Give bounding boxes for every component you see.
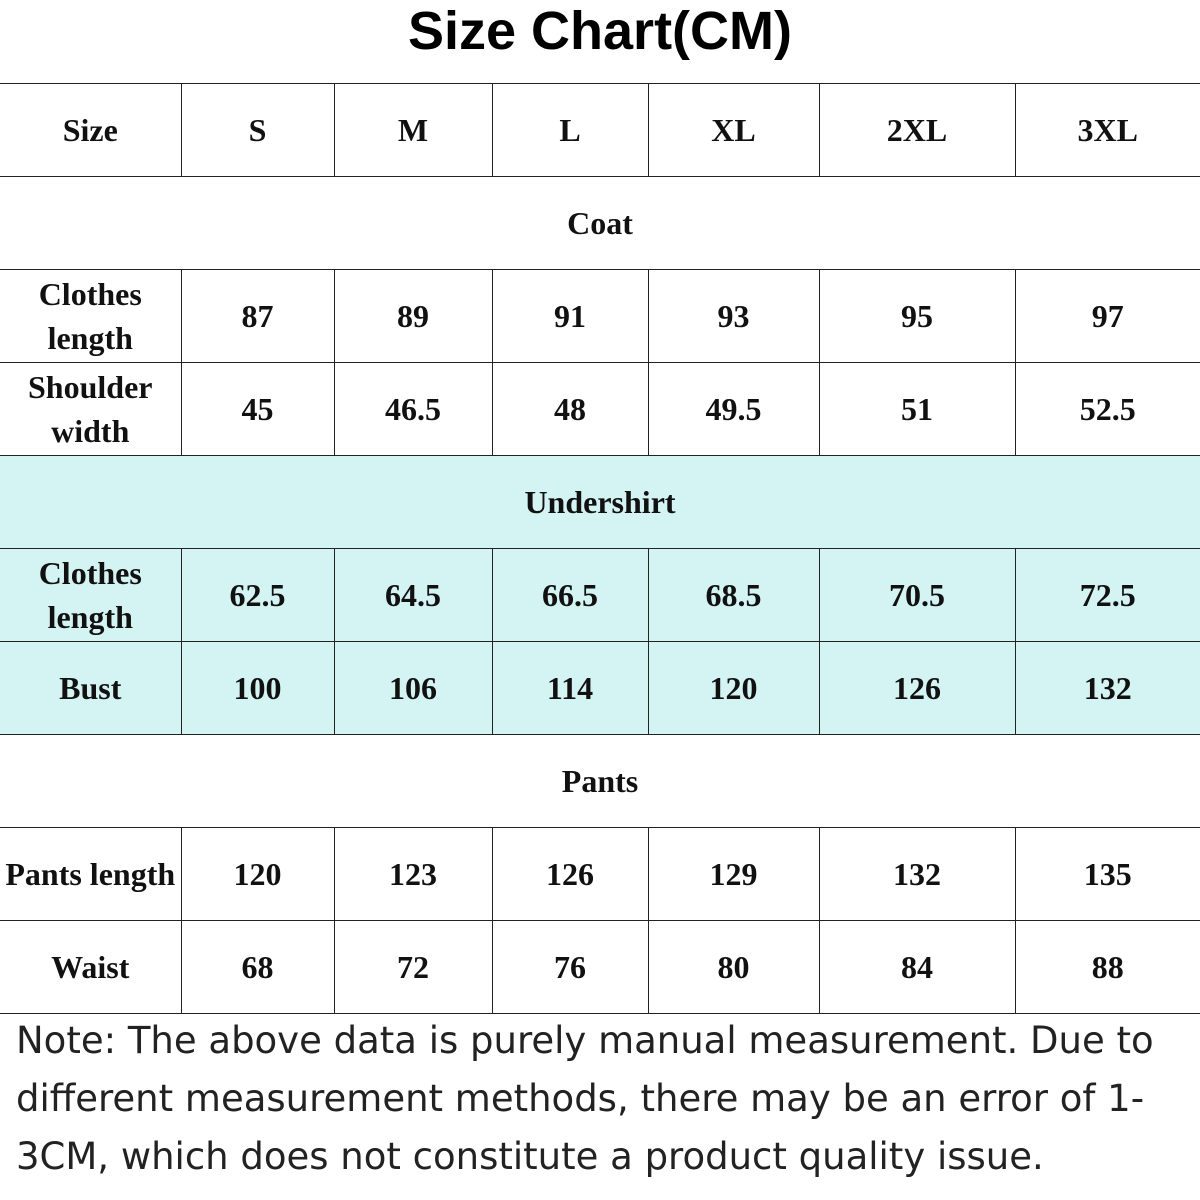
value-cell: 126 <box>818 641 1016 735</box>
value-cell: 68 <box>180 920 335 1014</box>
value-cell: 49.5 <box>647 362 820 456</box>
value-cell: 66.5 <box>491 548 649 642</box>
header-cell: L <box>491 83 649 177</box>
value-cell: 70.5 <box>818 548 1016 642</box>
header-cell: 3XL <box>1014 83 1200 177</box>
value-cell: 114 <box>491 641 649 735</box>
header-cell: XL <box>647 83 820 177</box>
value-cell: 93 <box>647 269 820 363</box>
section-row: Pants <box>0 734 1200 828</box>
value-cell: 76 <box>491 920 649 1014</box>
value-cell: 84 <box>818 920 1016 1014</box>
data-row: Waist 68 72 76 80 84 88 <box>0 920 1200 1014</box>
header-cell: Size <box>0 83 182 177</box>
value-cell: 120 <box>180 827 335 921</box>
data-row: Pants length 120 123 126 129 132 135 <box>0 827 1200 921</box>
note: Note: The above data is purely manual me… <box>16 1019 1154 1178</box>
section-row: Coat <box>0 176 1200 270</box>
value-cell: 132 <box>818 827 1016 921</box>
header-row: Size S M L XL 2XL 3XL <box>0 83 1200 177</box>
value-cell: 46.5 <box>333 362 493 456</box>
data-row: Clothes length 87 89 91 93 95 97 <box>0 269 1200 363</box>
table-body: Size S M L XL 2XL 3XL Coat Clothes length 87 89 91 9… <box>0 83 1200 1014</box>
value-cell: 87 <box>180 269 335 363</box>
title: Size Chart(CM) <box>407 1 792 61</box>
row-label: Waist <box>0 920 182 1014</box>
value-cell: 45 <box>180 362 335 456</box>
value-cell: 126 <box>491 827 649 921</box>
row-label: Clothes length <box>0 269 182 363</box>
value-cell: 135 <box>1014 827 1200 921</box>
size-table: Size S M L XL 2XL 3XL Coat Clothes length 87 89 91 9… <box>0 83 1200 1014</box>
data-row: Shoulder width 45 46.5 48 49.5 51 52.5 <box>0 362 1200 456</box>
value-cell: 132 <box>1014 641 1200 735</box>
header-cell: M <box>333 83 493 177</box>
value-cell: 95 <box>818 269 1016 363</box>
value-cell: 88 <box>1014 920 1200 1014</box>
data-row: Clothes length 62.5 64.5 66.5 68.5 70.5 72.5 <box>0 548 1200 642</box>
value-cell: 48 <box>491 362 649 456</box>
row-label: Bust <box>0 641 182 735</box>
value-cell: 62.5 <box>180 548 335 642</box>
data-row: Bust 100 106 114 120 126 132 <box>0 641 1200 735</box>
value-cell: 91 <box>491 269 649 363</box>
value-cell: 64.5 <box>333 548 493 642</box>
value-cell: 89 <box>333 269 493 363</box>
value-cell: 72.5 <box>1014 548 1200 642</box>
section-title: Pants <box>0 734 1200 828</box>
value-cell: 120 <box>647 641 820 735</box>
value-cell: 72 <box>333 920 493 1014</box>
value-cell: 123 <box>333 827 493 921</box>
value-cell: 106 <box>333 641 493 735</box>
value-cell: 80 <box>647 920 820 1014</box>
value-cell: 51 <box>818 362 1016 456</box>
section-title: Undershirt <box>0 455 1200 549</box>
section-title: Coat <box>0 176 1200 270</box>
header-cell: 2XL <box>818 83 1016 177</box>
value-cell: 68.5 <box>647 548 820 642</box>
header-cell: S <box>180 83 335 177</box>
value-cell: 52.5 <box>1014 362 1200 456</box>
row-label: Pants length <box>0 827 182 921</box>
value-cell: 97 <box>1014 269 1200 363</box>
row-label: Clothes length <box>0 548 182 642</box>
row-label: Shoulder width <box>0 362 182 456</box>
section-row: Undershirt <box>0 455 1200 549</box>
value-cell: 129 <box>647 827 820 921</box>
value-cell: 100 <box>180 641 335 735</box>
